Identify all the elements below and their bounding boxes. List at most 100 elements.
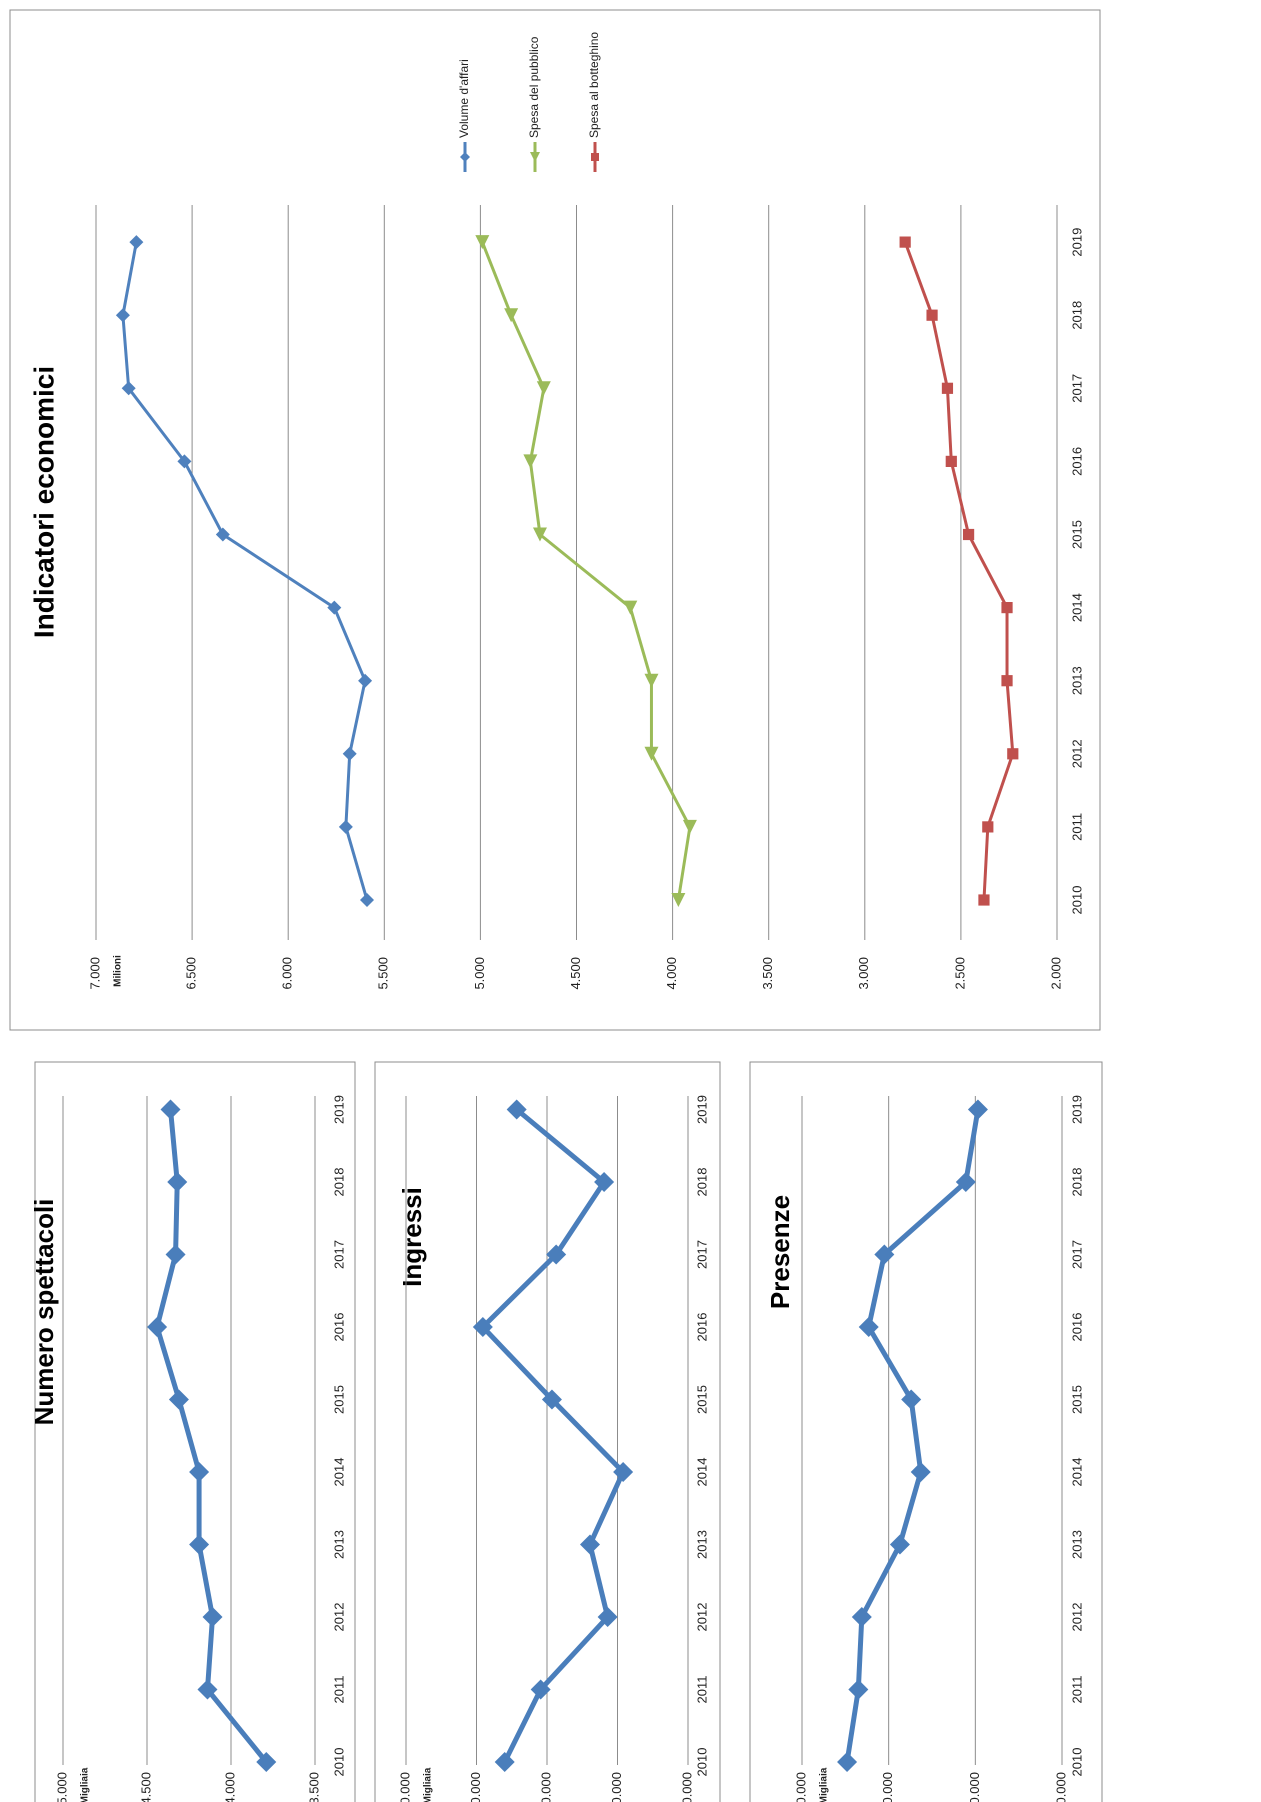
y-tick-label: 230.000 (609, 1772, 624, 1802)
marker (360, 893, 375, 907)
x-tick-label: 2014 (1069, 1458, 1084, 1487)
marker (613, 1462, 634, 1482)
y-tick-label: 250.000 (468, 1772, 483, 1802)
x-tick-label: 2011 (1069, 813, 1084, 841)
x-tick-label: 2013 (331, 1530, 346, 1559)
marker (1007, 748, 1019, 760)
x-tick-label: 2014 (694, 1458, 709, 1487)
x-tick-label: 2014 (331, 1458, 346, 1487)
x-tick-label: 2017 (1069, 374, 1084, 403)
series-line (480, 241, 692, 901)
series-line (121, 241, 369, 901)
x-tick-label: 2013 (694, 1530, 709, 1559)
chart-title: Indicatori economici (28, 366, 59, 638)
x-tick-label: 2016 (331, 1313, 346, 1342)
marker (851, 1607, 872, 1627)
y-tick-label: 80.000 (793, 1772, 808, 1802)
marker (874, 1244, 895, 1265)
marker (848, 1679, 869, 1700)
y-tick-label: 3.500 (760, 957, 775, 990)
y-tick-label: 70.000 (880, 1772, 895, 1802)
marker (945, 455, 957, 467)
chart-frame (34, 1061, 356, 1802)
x-tick-label: 2012 (331, 1603, 346, 1632)
y-tick-label: 4.000 (222, 1772, 237, 1802)
marker (115, 308, 130, 323)
x-tick-label: 2019 (1069, 228, 1084, 257)
x-tick-label: 2010 (1069, 886, 1084, 915)
marker (160, 1099, 181, 1120)
marker (1001, 601, 1013, 614)
x-tick-label: 2018 (1069, 301, 1084, 330)
x-tick-label: 2013 (1069, 666, 1084, 695)
series-line (154, 1109, 269, 1764)
marker (1001, 675, 1013, 687)
x-tick-label: 2011 (694, 1676, 709, 1704)
x-tick-label: 2014 (1069, 593, 1084, 622)
x-tick-label: 2018 (694, 1168, 709, 1197)
marker (475, 235, 490, 250)
marker (256, 1752, 277, 1772)
x-tick-label: 2012 (1069, 1603, 1084, 1632)
marker (644, 673, 659, 688)
marker (982, 821, 994, 833)
marker (327, 600, 342, 615)
y-tick-label: 5.000 (54, 1772, 69, 1802)
series-line (480, 1107, 626, 1764)
legend-marker (460, 152, 470, 162)
y-tick-label: 260.000 (397, 1772, 412, 1802)
x-tick-label: 2019 (1069, 1095, 1084, 1124)
legend-marker (530, 152, 540, 162)
marker (682, 819, 697, 834)
chart-title: Presenze (765, 1195, 795, 1309)
x-tick-label: 2019 (331, 1095, 346, 1124)
chart-frame (374, 1061, 721, 1802)
marker (899, 236, 911, 248)
marker (189, 1534, 210, 1555)
x-tick-label: 2011 (1069, 1676, 1084, 1704)
marker (494, 1752, 515, 1772)
x-tick-label: 2017 (694, 1240, 709, 1269)
x-tick-label: 2018 (1069, 1168, 1084, 1197)
y-tick-label: 240.000 (538, 1772, 553, 1802)
chart-frame (749, 1061, 1103, 1802)
marker (837, 1752, 858, 1772)
marker (197, 1679, 218, 1700)
y-tick-label: 5.500 (376, 957, 391, 990)
marker (546, 1244, 567, 1265)
marker (541, 1389, 562, 1410)
marker (530, 1679, 551, 1700)
marker (532, 527, 547, 542)
x-tick-label: 2015 (1069, 1385, 1084, 1414)
marker (644, 746, 659, 761)
marker (338, 819, 353, 834)
y-axis-label: Migliaia (80, 1767, 91, 1802)
marker (168, 1389, 189, 1410)
chart-frame (9, 9, 1101, 1031)
marker (597, 1607, 618, 1627)
legend-marker (591, 153, 599, 161)
marker (623, 600, 638, 615)
marker (165, 1244, 186, 1265)
y-tick-label: 6.500 (184, 957, 199, 990)
x-tick-label: 2019 (694, 1095, 709, 1124)
y-tick-label: 2.000 (1048, 957, 1063, 990)
marker (594, 1172, 615, 1192)
y-tick-label: 60.000 (967, 1772, 982, 1802)
marker (978, 894, 990, 906)
marker (506, 1099, 527, 1120)
chart-title: Ingressi (397, 1187, 427, 1287)
y-axis-label: Migliaia (819, 1767, 830, 1802)
x-tick-label: 2011 (331, 1676, 346, 1704)
marker (523, 454, 538, 469)
marker (962, 528, 975, 541)
marker (955, 1172, 976, 1192)
x-tick-label: 2016 (1069, 1313, 1084, 1342)
marker (167, 1172, 188, 1192)
y-tick-label: 4.500 (568, 957, 583, 990)
x-tick-label: 2016 (1069, 447, 1084, 476)
x-tick-label: 2015 (331, 1385, 346, 1414)
